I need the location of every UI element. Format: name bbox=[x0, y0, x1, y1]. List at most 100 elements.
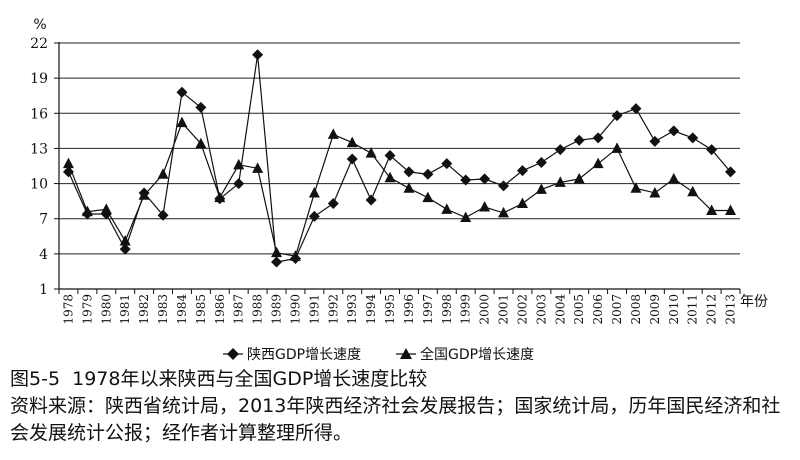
data-point-triangle bbox=[100, 203, 112, 214]
data-point-triangle bbox=[649, 186, 661, 198]
y-tick-label: 7 bbox=[39, 212, 48, 228]
data-point-diamond bbox=[365, 194, 377, 206]
data-point-diamond bbox=[611, 110, 623, 122]
x-tick-label: 2002 bbox=[515, 294, 529, 325]
data-point-diamond bbox=[687, 132, 699, 144]
data-point-diamond bbox=[535, 156, 547, 168]
x-tick-label: 1998 bbox=[440, 294, 454, 325]
x-tick-label: 1984 bbox=[175, 294, 189, 325]
data-point-triangle bbox=[233, 158, 245, 170]
x-tick-label: 1997 bbox=[421, 294, 435, 325]
data-point-triangle bbox=[573, 172, 585, 184]
x-tick-label: 1989 bbox=[270, 294, 284, 325]
data-point-triangle bbox=[403, 182, 415, 193]
data-point-triangle bbox=[498, 206, 510, 218]
y-tick-label: 19 bbox=[30, 71, 48, 87]
x-tick-label: 2007 bbox=[610, 294, 624, 325]
data-point-diamond bbox=[479, 173, 491, 185]
data-point-triangle bbox=[535, 183, 547, 194]
data-point-triangle bbox=[460, 211, 472, 223]
data-point-triangle bbox=[346, 136, 358, 148]
data-point-diamond bbox=[157, 209, 169, 221]
data-point-triangle bbox=[706, 204, 718, 216]
x-tick-label: 2005 bbox=[572, 294, 586, 325]
x-tick-label: 2011 bbox=[686, 294, 700, 325]
x-tick-label: 2004 bbox=[553, 294, 567, 325]
data-point-triangle bbox=[554, 176, 566, 187]
x-tick-label: 2008 bbox=[629, 294, 643, 325]
legend-label-shaanxi: 陕西GDP增长速度 bbox=[247, 347, 361, 363]
legend-diamond-marker bbox=[227, 348, 239, 360]
line-chart: 1 4 7 10 13 16 19 22 1978 1979 1980 1981 1982 1983 19… bbox=[30, 17, 768, 363]
data-point-diamond bbox=[195, 101, 207, 113]
x-tick-label: 1982 bbox=[137, 294, 151, 325]
x-tick-label: 1980 bbox=[99, 294, 113, 325]
x-tick-label: 1990 bbox=[288, 294, 302, 325]
data-point-triangle bbox=[611, 142, 623, 153]
x-tick-label: 1996 bbox=[402, 294, 416, 325]
x-tick-label: 2013 bbox=[724, 294, 738, 325]
y-tick-label: 10 bbox=[30, 177, 48, 193]
data-point-diamond bbox=[460, 174, 472, 186]
data-point-diamond bbox=[630, 103, 642, 115]
legend-label-national: 全国GDP增长速度 bbox=[420, 346, 534, 363]
data-point-diamond bbox=[668, 125, 680, 137]
x-tick-label: 1992 bbox=[326, 294, 340, 325]
legend: 陕西GDP增长速度 全国GDP增长速度 bbox=[223, 346, 534, 363]
x-tick-label: 2009 bbox=[648, 294, 662, 325]
data-point-triangle bbox=[441, 203, 453, 214]
data-point-diamond bbox=[119, 243, 131, 255]
x-tick-label: 2001 bbox=[497, 294, 511, 325]
data-point-diamond bbox=[403, 166, 415, 178]
y-tick-label: 4 bbox=[39, 247, 48, 263]
x-tick-label: 2000 bbox=[478, 294, 492, 325]
y-tick-label: 16 bbox=[30, 106, 48, 122]
x-axis-unit: 年份 bbox=[740, 294, 768, 310]
data-point-triangle bbox=[592, 157, 604, 169]
data-point-triangle bbox=[308, 186, 320, 198]
x-tick-label: 2012 bbox=[705, 294, 719, 325]
figure-title: 图5-5 1978年以来陕西与全国GDP增长速度比较 bbox=[10, 368, 428, 390]
data-point-diamond bbox=[346, 153, 358, 165]
data-point-triangle bbox=[422, 191, 434, 203]
x-tick-label: 1981 bbox=[118, 294, 132, 325]
data-point-diamond bbox=[233, 178, 245, 190]
x-tick-label: 1983 bbox=[156, 294, 170, 325]
y-tick-label: 13 bbox=[30, 141, 48, 157]
data-point-triangle bbox=[384, 171, 396, 183]
data-point-triangle bbox=[668, 172, 680, 184]
data-point-triangle bbox=[516, 197, 528, 208]
x-tick-label: 1995 bbox=[383, 294, 397, 325]
data-point-diamond bbox=[308, 210, 320, 222]
data-point-triangle bbox=[365, 147, 377, 158]
data-point-diamond bbox=[271, 256, 283, 268]
data-point-diamond bbox=[649, 135, 661, 147]
data-point-triangle bbox=[138, 189, 150, 200]
series-line-1 bbox=[67, 121, 731, 257]
data-point-triangle bbox=[157, 168, 169, 179]
y-tick-label: 1 bbox=[39, 282, 48, 298]
y-axis-unit: % bbox=[33, 17, 46, 33]
x-tick-label: 1985 bbox=[194, 294, 208, 325]
series-line-0 bbox=[67, 54, 731, 263]
data-point-diamond bbox=[327, 197, 339, 209]
x-tick-label: 1994 bbox=[364, 294, 378, 325]
data-point-triangle bbox=[176, 116, 188, 128]
data-point-diamond bbox=[498, 180, 510, 192]
x-tick-label: 1999 bbox=[459, 294, 473, 325]
x-tick-label: 1979 bbox=[80, 294, 94, 325]
data-point-diamond bbox=[422, 168, 434, 180]
data-point-diamond bbox=[725, 166, 737, 178]
data-point-diamond bbox=[554, 144, 566, 156]
x-tick-label: 2010 bbox=[667, 294, 681, 325]
data-point-triangle bbox=[252, 162, 264, 173]
data-point-triangle bbox=[62, 157, 74, 169]
data-point-diamond bbox=[573, 134, 585, 146]
x-tick-label: 1987 bbox=[232, 294, 246, 325]
x-tick-label: 1986 bbox=[213, 294, 227, 325]
data-point-triangle bbox=[195, 137, 207, 149]
x-tick-label: 1993 bbox=[345, 294, 359, 325]
x-tick-label: 1991 bbox=[307, 294, 321, 325]
data-point-triangle bbox=[81, 205, 93, 217]
data-point-diamond bbox=[384, 149, 396, 161]
